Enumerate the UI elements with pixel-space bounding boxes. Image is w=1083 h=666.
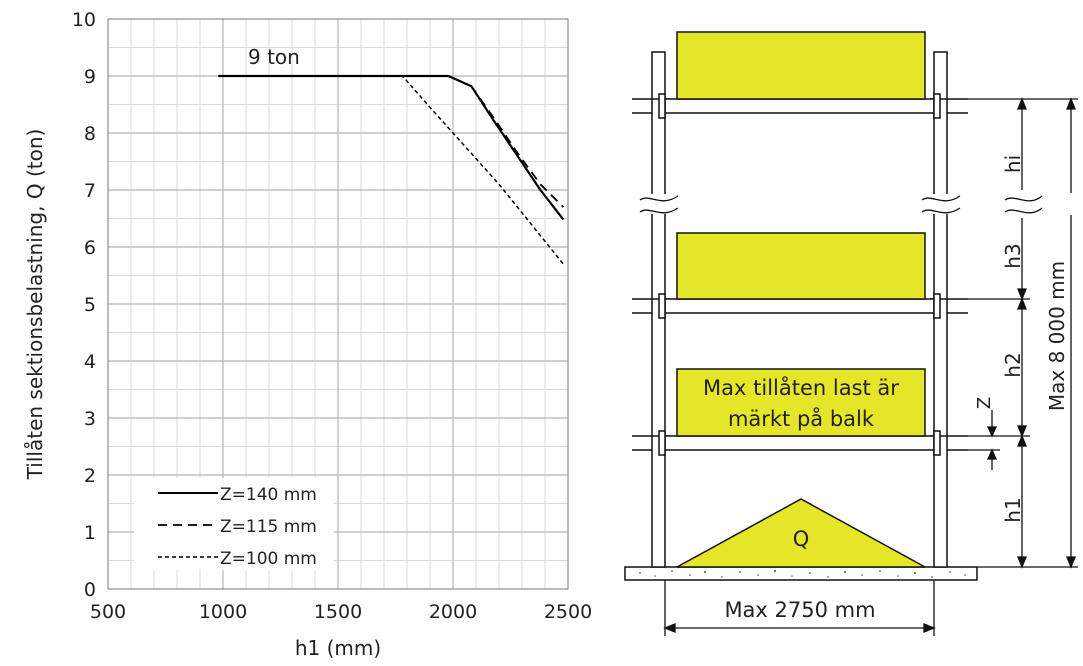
x-tick-label: 1000 xyxy=(199,601,247,623)
load-note-line2: märkt på balk xyxy=(728,406,875,431)
rack-diagram: Max tillåten last är märkt på balk Q Max… xyxy=(624,31,1078,636)
series-line-z-115-mm xyxy=(218,75,565,208)
y-tick-label: 0 xyxy=(84,579,96,601)
y-tick-label: 4 xyxy=(84,351,96,373)
y-tick-label: 7 xyxy=(84,180,96,202)
floor-load-q xyxy=(676,498,926,568)
break-marks xyxy=(639,195,961,214)
load-middle xyxy=(676,232,926,300)
legend-label-z115: Z=115 mm xyxy=(220,517,317,537)
series-line-z-140-mm xyxy=(218,74,565,221)
dim-label-h3: h3 xyxy=(1001,243,1025,268)
x-tick-label: 2500 xyxy=(544,601,592,623)
x-tick-labels: 500 1000 1500 2000 2500 xyxy=(90,601,592,623)
load-lower xyxy=(676,368,926,437)
dim-label-h1: h1 xyxy=(1001,497,1025,522)
plot-frame xyxy=(107,18,569,590)
y-tick-label: 1 xyxy=(84,522,96,544)
legend-label-z140: Z=140 mm xyxy=(220,485,317,505)
y-tick-label: 3 xyxy=(84,408,96,430)
y-tick-label: 10 xyxy=(72,9,96,31)
break-gap xyxy=(640,194,960,214)
floor-slab xyxy=(624,566,978,581)
floor-speckle xyxy=(639,570,966,578)
x-tick-label: 2000 xyxy=(429,601,477,623)
y-tick-labels: 0 1 2 3 4 5 6 7 8 9 10 xyxy=(72,9,96,601)
legend-label-z100: Z=100 mm xyxy=(220,549,317,569)
y-tick-label: 6 xyxy=(84,237,96,259)
series-line-z-100-mm xyxy=(218,75,564,265)
height-dimensions xyxy=(986,97,1076,569)
x-tick-label: 500 xyxy=(90,601,126,623)
annotation-9-ton: 9 ton xyxy=(248,45,300,69)
y-tick-label: 2 xyxy=(84,465,96,487)
width-dimension xyxy=(663,580,936,636)
level-lines xyxy=(968,98,1078,568)
series-lines xyxy=(218,74,565,265)
legend: Z=140 mm Z=115 mm Z=100 mm xyxy=(134,478,334,570)
q-label: Q xyxy=(793,527,810,551)
y-tick-label: 8 xyxy=(84,123,96,145)
width-label: Max 2750 mm xyxy=(724,598,875,622)
dim-label-h2: h2 xyxy=(1001,352,1025,377)
dim-label-hi: hi xyxy=(1001,155,1025,173)
dim-break-marks xyxy=(1004,195,1043,214)
y-tick-label: 5 xyxy=(84,294,96,316)
dim-label-z: Z xyxy=(974,397,995,409)
dim-label-total: Max 8 000 mm xyxy=(1045,261,1069,411)
dim-break-gap xyxy=(1008,193,1078,215)
beam-lower xyxy=(632,430,968,456)
chart: 500 1000 1500 2000 2500 0 1 2 3 4 5 6 7 8 9 10 h1 (mm)… xyxy=(23,9,592,660)
y-axis-label: Tillåten sektionsbelastning, Q (ton) xyxy=(23,129,47,481)
y-tick-label: 9 xyxy=(84,66,96,88)
load-note-line1: Max tillåten last är xyxy=(703,375,899,400)
load-top xyxy=(676,31,926,100)
x-axis-label: h1 (mm) xyxy=(295,636,381,660)
x-tick-label: 1500 xyxy=(314,601,362,623)
